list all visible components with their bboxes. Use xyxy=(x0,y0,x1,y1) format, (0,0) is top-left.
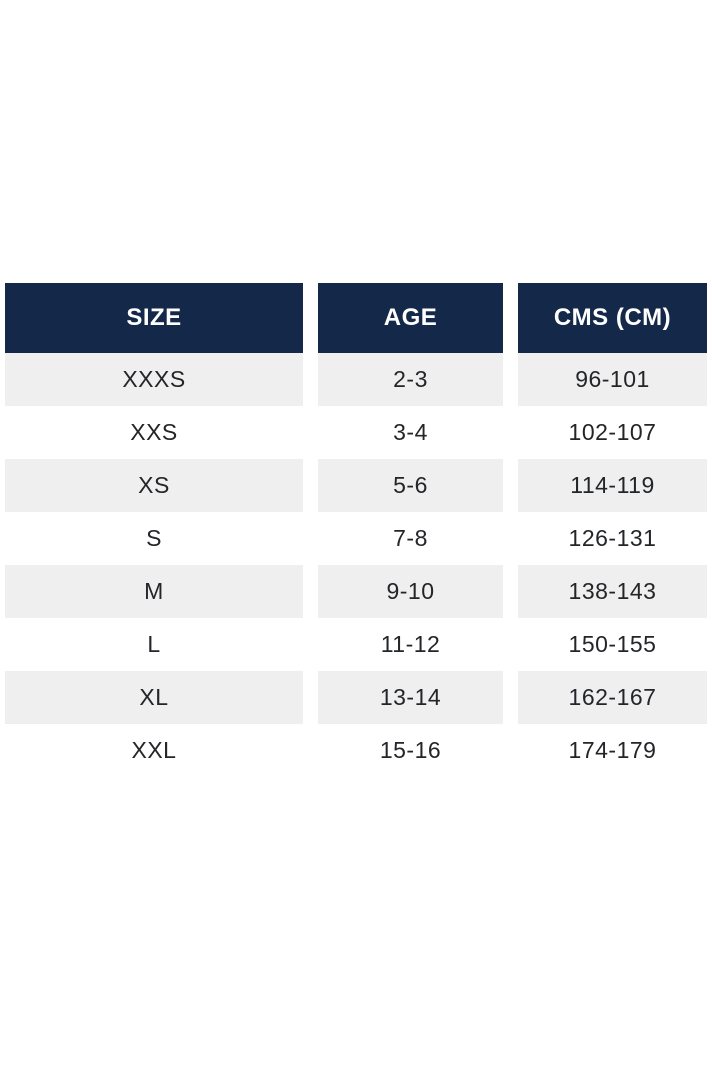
column-header-age: AGE xyxy=(318,283,503,353)
table-row: XXL 15-16 174-179 xyxy=(5,724,707,777)
table-cell-cms: 96-101 xyxy=(518,353,707,406)
table-cell-cms: 126-131 xyxy=(518,512,707,565)
column-header-cms: CMS (CM) xyxy=(518,283,707,353)
table-cell-age: 11-12 xyxy=(318,618,503,671)
table-cell-size: XXXS xyxy=(5,353,303,406)
table-cell-age: 9-10 xyxy=(318,565,503,618)
table-cell-age: 7-8 xyxy=(318,512,503,565)
table-cell-size: L xyxy=(5,618,303,671)
table-cell-cms: 162-167 xyxy=(518,671,707,724)
table-row: S 7-8 126-131 xyxy=(5,512,707,565)
table-cell-size: M xyxy=(5,565,303,618)
table-cell-size: S xyxy=(5,512,303,565)
table-row: XL 13-14 162-167 xyxy=(5,671,707,724)
table-cell-size: XS xyxy=(5,459,303,512)
table-cell-age: 13-14 xyxy=(318,671,503,724)
table-row: XXS 3-4 102-107 xyxy=(5,406,707,459)
table-cell-age: 3-4 xyxy=(318,406,503,459)
table-row: M 9-10 138-143 xyxy=(5,565,707,618)
table-header-row: SIZE AGE CMS (CM) xyxy=(5,283,707,353)
table-cell-size: XXL xyxy=(5,724,303,777)
table-cell-age: 2-3 xyxy=(318,353,503,406)
table-cell-age: 15-16 xyxy=(318,724,503,777)
table-row: L 11-12 150-155 xyxy=(5,618,707,671)
size-chart-table: SIZE AGE CMS (CM) XXXS 2-3 96-101 XXS 3-… xyxy=(5,283,707,777)
table-cell-cms: 102-107 xyxy=(518,406,707,459)
table-cell-cms: 138-143 xyxy=(518,565,707,618)
table-cell-age: 5-6 xyxy=(318,459,503,512)
table-row: XXXS 2-3 96-101 xyxy=(5,353,707,406)
table-cell-cms: 174-179 xyxy=(518,724,707,777)
table-cell-cms: 114-119 xyxy=(518,459,707,512)
column-header-size: SIZE xyxy=(5,283,303,353)
table-cell-cms: 150-155 xyxy=(518,618,707,671)
table-cell-size: XL xyxy=(5,671,303,724)
table-row: XS 5-6 114-119 xyxy=(5,459,707,512)
table-cell-size: XXS xyxy=(5,406,303,459)
